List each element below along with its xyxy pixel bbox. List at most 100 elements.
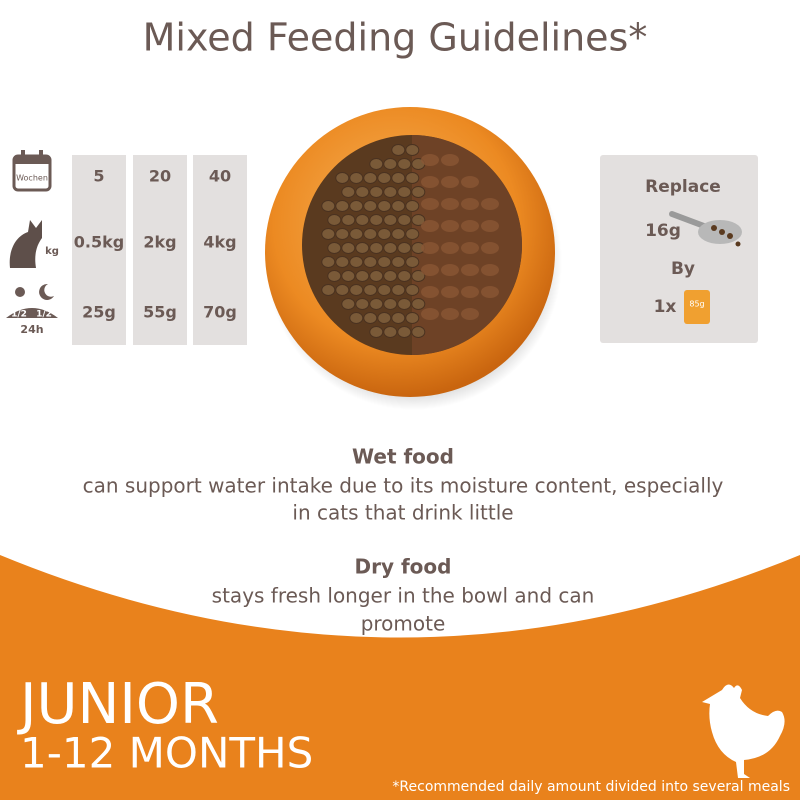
amount-value: 55g xyxy=(143,303,177,322)
wet-chunk xyxy=(461,264,479,276)
wet-chunk xyxy=(421,264,439,276)
kibble xyxy=(391,172,406,184)
day-label: 1/2 xyxy=(11,310,27,320)
kibble xyxy=(405,200,420,212)
kibble xyxy=(405,228,420,240)
wet-chunk xyxy=(421,198,439,210)
kibble xyxy=(383,298,398,310)
kibble xyxy=(335,172,350,184)
kibble xyxy=(391,228,406,240)
kibble xyxy=(405,172,420,184)
wet-chunk xyxy=(461,176,479,188)
kibble xyxy=(355,298,370,310)
wet-chunk xyxy=(421,242,439,254)
wet-chunk xyxy=(461,220,479,232)
kibble xyxy=(321,200,336,212)
footnote: *Recommended daily amount divided into s… xyxy=(392,779,790,795)
wet-chunk xyxy=(441,242,459,254)
food-bowl xyxy=(265,107,562,410)
dry-text: promote xyxy=(361,612,446,636)
kibble xyxy=(369,214,384,226)
wet-chunk xyxy=(421,220,439,232)
kibble xyxy=(349,172,364,184)
kibble xyxy=(405,284,420,296)
kibble xyxy=(411,270,426,282)
kibble xyxy=(335,228,350,240)
kibble xyxy=(391,312,406,324)
kibble xyxy=(335,256,350,268)
wet-chunk xyxy=(441,154,459,166)
kibble xyxy=(363,172,378,184)
kibble xyxy=(405,144,420,156)
kibble xyxy=(377,312,392,324)
pouch-icon xyxy=(684,290,710,324)
wet-chunk xyxy=(421,308,439,320)
kibble xyxy=(321,256,336,268)
wet-chunk xyxy=(481,264,499,276)
period-label: 24h xyxy=(20,323,43,336)
pouch-label: 85g xyxy=(689,300,704,309)
feeding-table: 5 0.5kg 25g 20 2kg 55g 40 4kg 70g xyxy=(72,155,247,345)
wet-chunk xyxy=(441,176,459,188)
kibble xyxy=(411,186,426,198)
kibble xyxy=(383,270,398,282)
kibble xyxy=(355,214,370,226)
kibble xyxy=(349,284,364,296)
kibble xyxy=(369,186,384,198)
kibble xyxy=(377,284,392,296)
kibble xyxy=(383,158,398,170)
kibble xyxy=(363,256,378,268)
kibble xyxy=(397,158,412,170)
kibble xyxy=(369,326,384,338)
kibble xyxy=(341,214,356,226)
kibble xyxy=(397,270,412,282)
kibble xyxy=(341,270,356,282)
kibble xyxy=(397,242,412,254)
wet-chunk xyxy=(441,264,459,276)
kibble xyxy=(341,242,356,254)
wet-text: in cats that drink little xyxy=(292,501,513,525)
weight-value: 0.5kg xyxy=(74,233,124,252)
scoop-icon xyxy=(669,211,742,247)
kibble xyxy=(335,200,350,212)
table-column xyxy=(193,155,247,345)
weight-value: 4kg xyxy=(203,233,236,252)
kibble xyxy=(383,186,398,198)
wet-chunk xyxy=(461,286,479,298)
cat-icon xyxy=(9,220,43,268)
kibble xyxy=(397,326,412,338)
night-label: 1/2 xyxy=(36,310,52,320)
wet-chunk xyxy=(481,220,499,232)
kibble xyxy=(363,228,378,240)
kibble xyxy=(377,172,392,184)
kibble xyxy=(349,312,364,324)
kibble xyxy=(363,312,378,324)
wet-chunk xyxy=(421,176,439,188)
kibble xyxy=(369,158,384,170)
table-column xyxy=(72,155,126,345)
kibble xyxy=(369,298,384,310)
kibble xyxy=(411,298,426,310)
kibble xyxy=(355,242,370,254)
wet-chunk xyxy=(481,242,499,254)
replace-heading: Replace xyxy=(645,177,721,197)
dry-heading: Dry food xyxy=(355,555,452,579)
kibble xyxy=(377,256,392,268)
dry-amount: 16g xyxy=(645,221,681,241)
kibble xyxy=(377,200,392,212)
kibble xyxy=(405,312,420,324)
amount-value: 25g xyxy=(82,303,116,322)
kibble xyxy=(341,298,356,310)
kibble xyxy=(405,256,420,268)
day-night-icon: 1/2 1/2 24h xyxy=(6,283,58,336)
wet-chunk xyxy=(441,308,459,320)
kibble xyxy=(391,200,406,212)
weeks-value: 20 xyxy=(149,167,171,186)
kibble xyxy=(369,270,384,282)
replace-box xyxy=(600,155,758,343)
wet-count: 1x xyxy=(654,297,677,317)
banner-subtitle: 1-12 MONTHS xyxy=(20,729,313,778)
kibble xyxy=(327,270,342,282)
kibble xyxy=(349,200,364,212)
wet-chunk xyxy=(461,198,479,210)
